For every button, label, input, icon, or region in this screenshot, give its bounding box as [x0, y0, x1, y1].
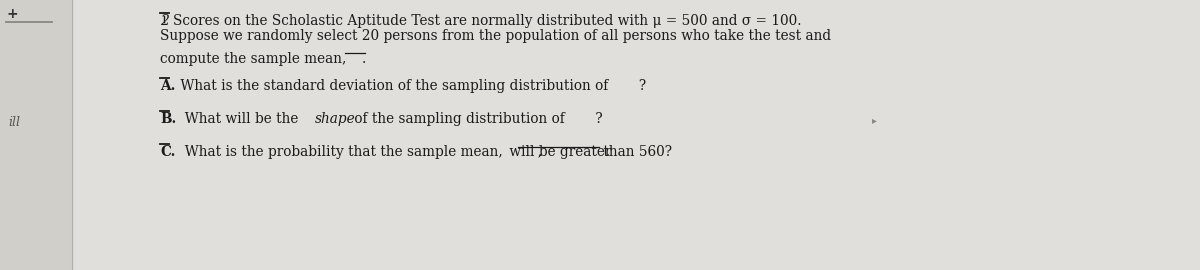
Text: will be greater: will be greater [505, 145, 611, 159]
Text: A.: A. [160, 79, 175, 93]
Text: ill: ill [8, 116, 20, 129]
Text: +: + [6, 7, 18, 21]
Text: of the sampling distribution of       ?: of the sampling distribution of ? [350, 112, 602, 126]
Text: What is the standard deviation of the sampling distribution of       ?: What is the standard deviation of the sa… [176, 79, 646, 93]
Text: What will be the: What will be the [176, 112, 302, 126]
Text: 2: 2 [160, 14, 169, 28]
Text: ▸: ▸ [872, 115, 877, 125]
Text: compute the sample mean,: compute the sample mean, [160, 52, 347, 66]
Text: shape: shape [314, 112, 355, 126]
Text: B.: B. [160, 112, 176, 126]
Text: C.: C. [160, 145, 175, 159]
Text: Suppose we randomly select 20 persons from the population of all persons who tak: Suppose we randomly select 20 persons fr… [160, 29, 832, 43]
Bar [0, 0, 72, 270]
Text: What is the probability that the sample mean,        ,: What is the probability that the sample … [176, 145, 542, 159]
Text: .: . [362, 52, 366, 66]
Text: than 560?: than 560? [599, 145, 672, 159]
Text: Scores on the Scholastic Aptitude Test are normally distributed with μ = 500 and: Scores on the Scholastic Aptitude Test a… [173, 14, 802, 28]
